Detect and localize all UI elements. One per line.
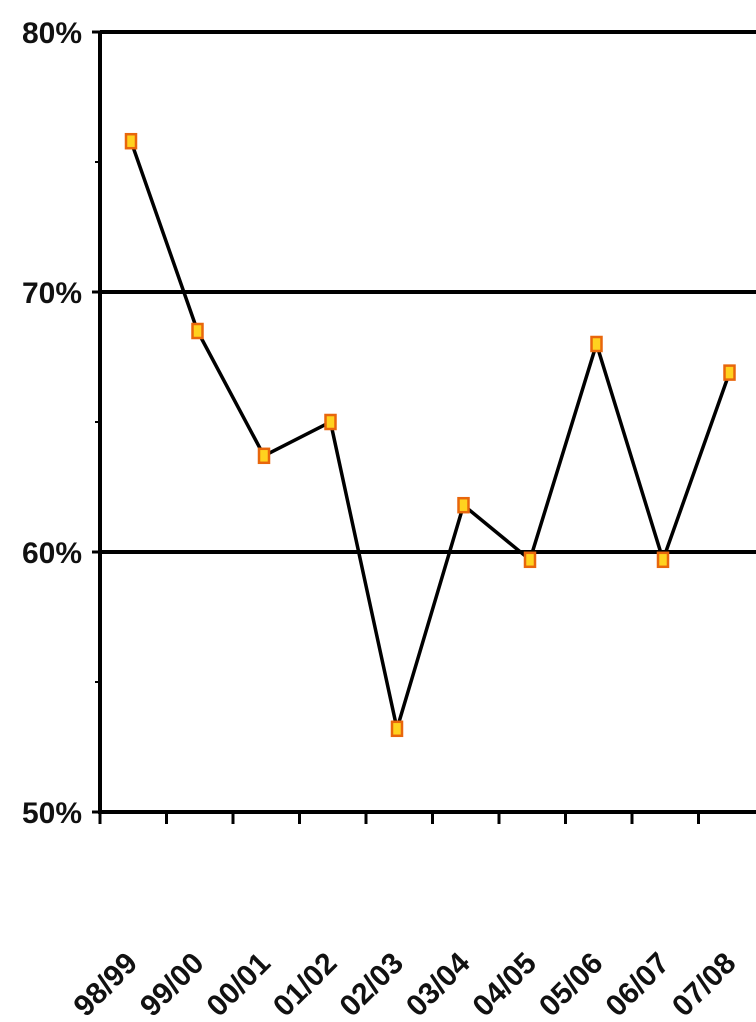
x-tick-label: 07/08 — [666, 947, 742, 1022]
x-tick-label: 99/00 — [134, 947, 210, 1022]
x-tick-label: 02/03 — [334, 947, 410, 1022]
axes — [92, 30, 756, 824]
y-tick-label: 60% — [22, 537, 82, 570]
x-tick-label: 05/06 — [533, 947, 609, 1022]
series-polyline — [129, 140, 732, 730]
data-point-marker — [191, 322, 204, 340]
y-tick-label: 80% — [22, 17, 82, 50]
x-tick-label: 00/01 — [201, 947, 277, 1022]
data-point-marker — [723, 364, 736, 381]
data-point-marker — [590, 335, 603, 353]
x-tick-label: 06/07 — [600, 947, 676, 1022]
series-line — [129, 140, 732, 730]
x-tick-label: 98/99 — [68, 947, 144, 1022]
data-point-marker — [257, 447, 271, 465]
data-point-marker — [457, 496, 470, 514]
grid-lines — [100, 30, 756, 554]
y-tick-label: 50% — [22, 797, 82, 830]
data-point-marker — [324, 413, 337, 431]
y-tick-label: 70% — [22, 277, 82, 310]
data-point-marker — [523, 551, 537, 569]
x-tick-label: 03/04 — [400, 946, 477, 1022]
x-tick-labels: 98/9999/0000/0101/0202/0303/0404/0505/06… — [68, 946, 743, 1022]
data-point-marker — [656, 551, 670, 569]
data-markers — [124, 132, 736, 738]
data-point-marker — [390, 720, 404, 738]
y-tick-labels: 50% 60% 70% 80% — [22, 17, 82, 830]
x-tick-label: 01/02 — [267, 947, 343, 1022]
x-tick-label: 04/05 — [467, 947, 543, 1022]
data-point-marker — [124, 132, 138, 150]
